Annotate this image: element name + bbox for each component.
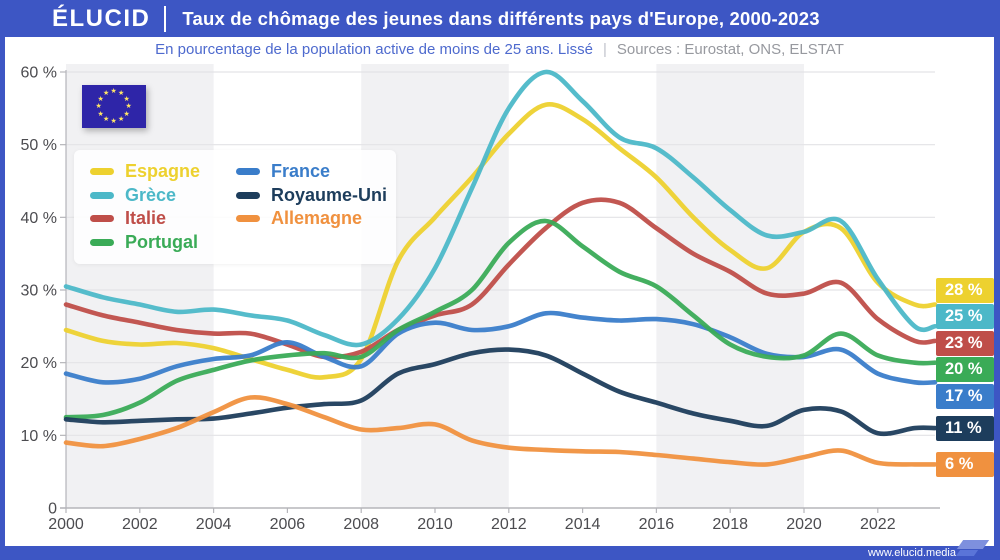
legend-column-1: Espagne Grèce Italie Portugal [90,160,200,254]
legend-swatch-portugal [90,238,114,246]
series-line-allemagne [63,394,938,467]
x-tick-label: 2020 [786,516,822,533]
y-tick-label: 0 [48,501,57,518]
series-line-grece [63,69,938,348]
chart-legend: Espagne Grèce Italie Portugal France Royaume… [74,150,396,264]
axes [60,70,940,513]
legend-swatch-grece [90,191,114,199]
legend-item-portugal: Portugal [90,231,200,255]
star-icon: ★ [103,115,110,123]
elucid-logo: ÉLUCID [52,4,151,32]
x-tick-label: 2000 [48,516,84,533]
legend-label: Allemagne [271,208,363,229]
x-tick-label: 2010 [417,516,453,533]
right-border [994,0,1000,560]
value-chip-italie: 23 % [936,330,994,356]
y-tick-label: 60 % [21,65,57,82]
legend-label: Italie [125,208,167,229]
x-tick-label: 2006 [270,516,306,533]
legend-label: Royaume-Uni [271,184,388,205]
star-icon: ★ [110,88,117,95]
header-bar: ÉLUCID Taux de chômage des jeunes dans d… [0,0,1000,37]
x-tick-label: 2014 [565,516,601,533]
legend-swatch-italie [90,215,114,223]
x-tick-label: 2008 [343,516,379,533]
star-icon: ★ [110,118,117,125]
legend-swatch-royaume-uni [236,191,260,199]
left-border [0,0,5,560]
legend-swatch-espagne [90,168,114,176]
value-chip-royaume-uni: 11 % [936,415,994,441]
x-tick-label: 2018 [712,516,748,533]
subtitle-separator: | [602,40,607,58]
legend-label: Espagne [125,161,201,182]
star-icon: ★ [118,115,125,123]
footer-bar [0,546,1000,560]
y-tick-label: 10 % [21,428,57,445]
legend-swatch-allemagne [236,215,260,223]
legend-item-espagne: Espagne [90,160,200,184]
website-link[interactable]: www.elucid.media [867,547,956,559]
star-icon: ★ [97,110,104,118]
value-chip-allemagne: 6 % [936,451,994,477]
x-tick-label: 2012 [491,516,527,533]
y-tick-label: 40 % [21,210,57,227]
legend-swatch-france [236,168,260,176]
star-icon: ★ [123,110,130,118]
legend-item-royaume-uni: Royaume-Uni [236,184,387,208]
x-tick-label: 2002 [122,516,158,533]
y-tick-label: 20 % [21,355,57,372]
star-icon: ★ [103,90,110,97]
sources-text: Sources : Eurostat, ONS, ELSTAT [616,40,844,58]
star-icon: ★ [125,103,132,110]
legend-label: Grèce [125,184,177,205]
star-icon: ★ [95,103,102,110]
eu-flag-icon: ★ ★ ★ ★ ★ ★ ★ ★ ★ ★ ★ ★ [82,85,146,128]
value-chip-grece: 25 % [936,304,994,330]
star-icon: ★ [118,90,125,97]
header-separator [164,5,167,32]
subtitle-bar: En pourcentage de la population active d… [5,37,994,61]
series-line-italie [63,197,938,360]
value-chip-espagne: 28 % [936,277,994,303]
legend-label: France [271,161,331,182]
legend-item-italie: Italie [90,207,200,231]
legend-item-france: France [236,160,387,184]
x-tick-label: 2022 [860,516,896,533]
y-tick-label: 30 % [21,283,57,300]
value-chip-portugal: 20 % [936,357,994,383]
legend-label: Portugal [125,231,199,252]
page-title: Taux de chômage des jeunes dans différen… [182,7,820,29]
star-icon: ★ [97,95,104,103]
legend-item-allemagne: Allemagne [236,207,387,231]
background-bands [66,64,804,508]
y-tick-label: 50 % [21,137,57,154]
series-line-portugal [63,218,938,420]
series-line-royaume-uni [63,347,938,437]
subtitle-text: En pourcentage de la population active d… [155,40,593,58]
legend-column-2: France Royaume-Uni Allemagne [236,160,387,231]
x-tick-label: 2016 [639,516,675,533]
x-tick-label: 2004 [196,516,232,533]
star-icon: ★ [123,95,130,103]
value-chip-france: 17 % [936,383,994,409]
legend-item-grece: Grèce [90,184,200,208]
